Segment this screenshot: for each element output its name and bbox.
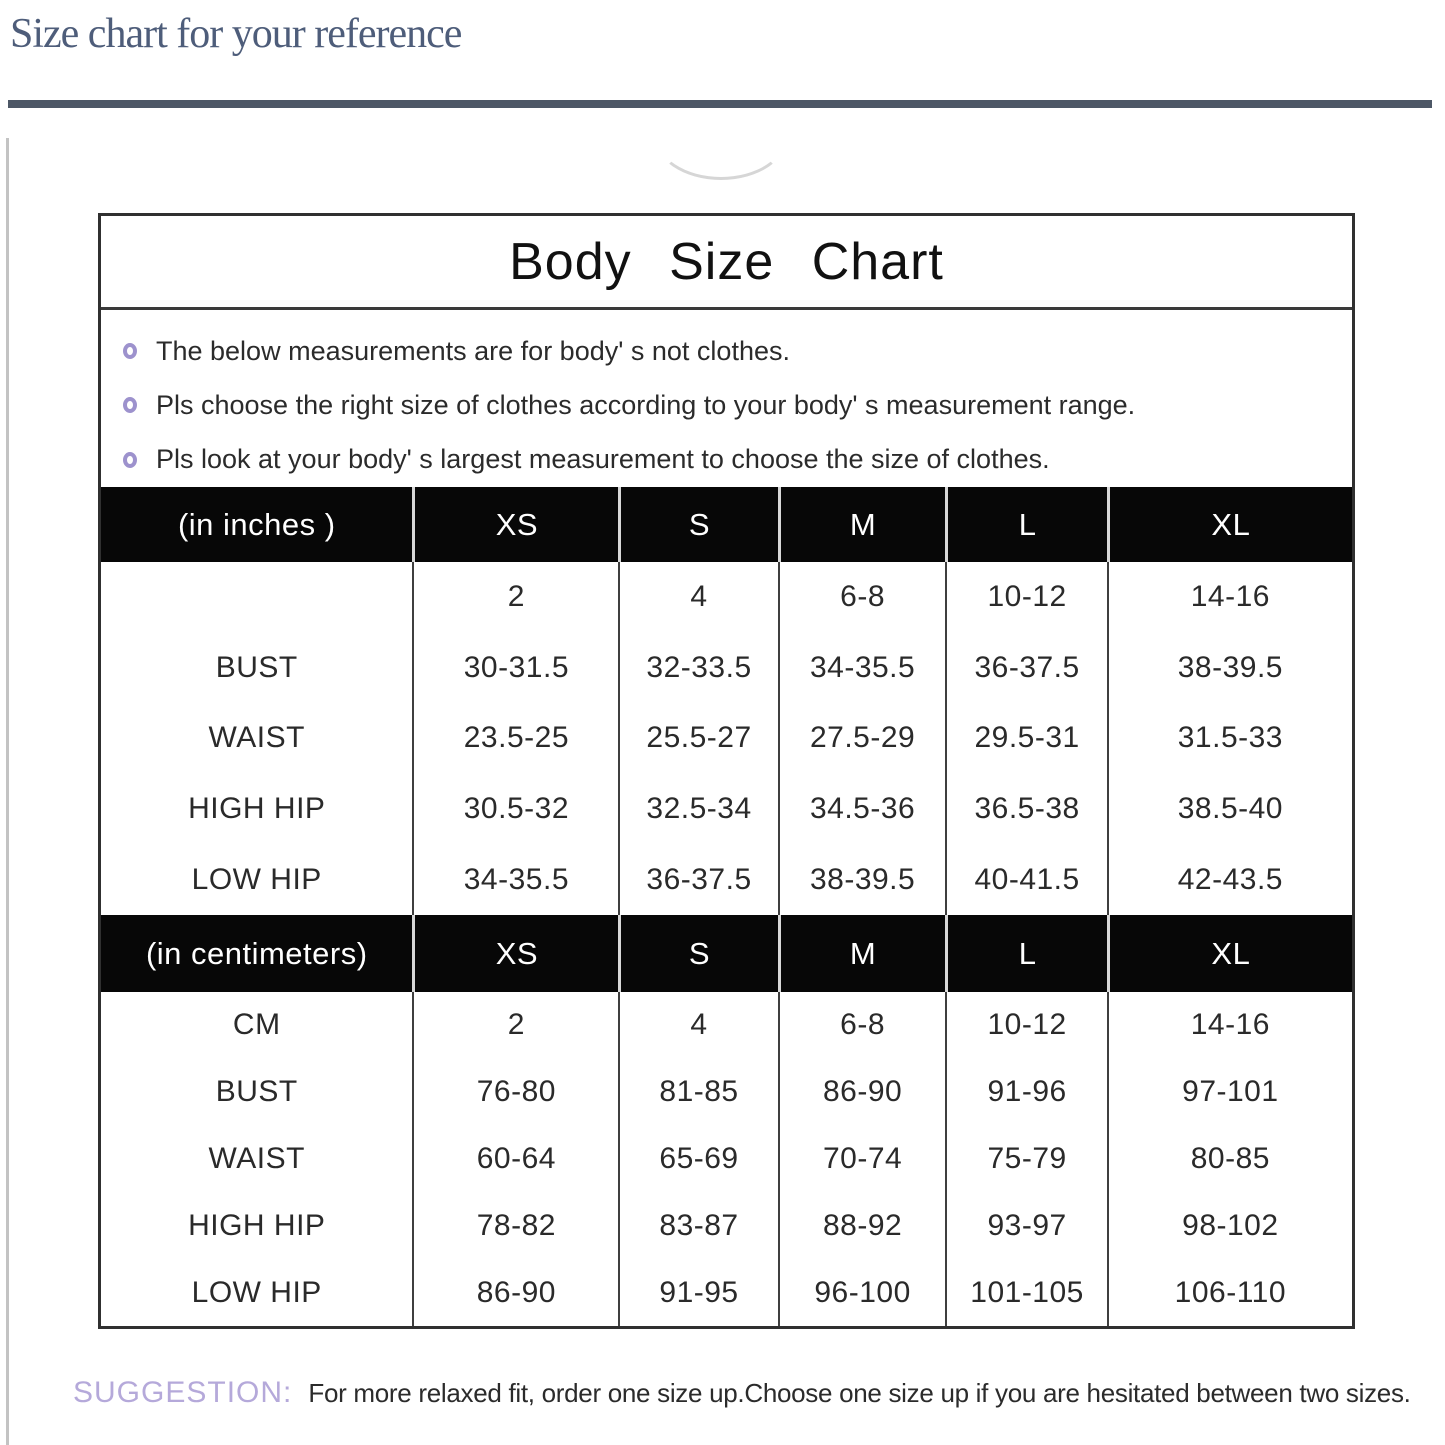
row-label: LOW HIP [191,862,322,896]
size-cell: 65-69 [618,1125,778,1193]
bullet-circle-icon [123,343,137,360]
row-label: WAIST [208,721,305,755]
size-cell: 36-37.5 [945,632,1106,704]
page-title: Size chart for your reference [10,11,462,57]
size-cell: 30-31.5 [412,632,618,704]
suggestion-text: For more relaxed fit, order one size up.… [308,1378,1411,1408]
size-cell: 34-35.5 [412,844,618,915]
size-cell: 91-95 [618,1259,778,1326]
col-header: XS [412,915,618,992]
size-cell: 30.5-32 [412,773,618,845]
size-cell: 10-12 [945,562,1106,633]
size-cell: 60-64 [412,1125,618,1193]
col-header: XL [1106,915,1352,992]
size-cell: 76-80 [412,1058,618,1126]
row-label: WAIST [208,1141,305,1175]
size-cell: 14-16 [1106,992,1352,1059]
size-cell: 91-96 [945,1058,1106,1126]
note-line: The below measurements are for body' s n… [117,336,1352,367]
size-cell: 36-37.5 [618,844,778,915]
size-cell: 97-101 [1106,1058,1352,1126]
size-cell: 31.5-33 [1106,703,1352,774]
size-cell: 106-110 [1106,1259,1352,1326]
col-header: (in centimeters) [145,935,368,971]
col-header: M [777,487,946,562]
size-cell: 6-8 [777,992,946,1059]
note-line: Pls look at your body' s largest measure… [117,444,1352,475]
size-cell: 4 [618,992,778,1059]
size-cell: 4 [618,562,778,633]
left-border-line [6,138,9,1445]
suggestion-label: SUGGESTION: [73,1376,293,1409]
size-cell: 6-8 [777,562,946,633]
size-cell: 36.5-38 [945,773,1106,845]
size-cell: 80-85 [1106,1125,1352,1193]
size-cell: 70-74 [777,1125,946,1193]
bullet-circle-icon [123,397,137,414]
size-cell: 32-33.5 [618,632,778,704]
note-text: Pls look at your body' s largest measure… [156,444,1050,475]
col-header: S [618,915,778,992]
centimeters-header-row: (in centimeters) XS S M L XL [101,915,1352,992]
col-header: S [618,487,778,562]
size-cell: 2 [412,992,618,1059]
row-label: LOW HIP [191,1275,322,1309]
inches-header-row: (in inches ) XS S M L XL [101,487,1352,562]
col-header: L [945,487,1106,562]
table-notes: The below measurements are for body' s n… [101,310,1352,487]
row-label: CM [232,1008,281,1042]
col-header: XS [412,487,618,562]
col-header: M [777,915,946,992]
row-label: BUST [215,1075,298,1109]
size-cell: 42-43.5 [1106,844,1352,915]
size-cell: 2 [412,562,618,633]
note-text: Pls choose the right size of clothes acc… [156,389,1136,420]
row-label: HIGH HIP [188,792,326,826]
centimeters-body: CM 2 4 6-8 10-12 14-16 BUST 76-80 81-85 … [101,992,1352,1326]
col-header: L [945,915,1106,992]
size-cell: 75-79 [945,1125,1106,1193]
size-cell: 81-85 [618,1058,778,1126]
size-cell: 23.5-25 [412,703,618,774]
size-cell: 38-39.5 [777,844,946,915]
size-cell: 29.5-31 [945,703,1106,774]
table-title: Body Size Chart [101,216,1352,310]
col-header: XL [1106,487,1352,562]
row-label: HIGH HIP [188,1208,326,1242]
bullet-circle-icon [123,451,137,468]
size-cell: 101-105 [945,1259,1106,1326]
suggestion-line: SUGGESTION: For more relaxed fit, order … [73,1376,1441,1410]
size-cell: 27.5-29 [777,703,946,774]
size-cell: 96-100 [777,1259,946,1326]
col-header: (in inches ) [177,506,336,542]
size-cell: 14-16 [1106,562,1352,633]
note-text: The below measurements are for body' s n… [156,335,790,366]
size-cell: 32.5-34 [618,773,778,845]
size-cell: 83-87 [618,1192,778,1260]
size-cell: 38.5-40 [1106,773,1352,845]
inches-body: 2 4 6-8 10-12 14-16 BUST 30-31.5 32-33.5… [101,562,1352,915]
size-cell: 88-92 [777,1192,946,1260]
size-cell: 38-39.5 [1106,632,1352,704]
note-line: Pls choose the right size of clothes acc… [117,390,1352,421]
size-cell: 10-12 [945,992,1106,1059]
size-cell: 78-82 [412,1192,618,1260]
decorative-arc [653,88,789,180]
size-cell: 86-90 [412,1259,618,1326]
row-label [101,562,412,633]
row-label: BUST [215,650,298,684]
size-cell: 40-41.5 [945,844,1106,915]
size-cell: 34-35.5 [777,632,946,704]
size-cell: 25.5-27 [618,703,778,774]
size-cell: 98-102 [1106,1192,1352,1260]
size-cell: 93-97 [945,1192,1106,1260]
size-cell: 86-90 [777,1058,946,1126]
body-size-chart-table: Body Size Chart The below measurements a… [98,213,1355,1329]
size-cell: 34.5-36 [777,773,946,845]
